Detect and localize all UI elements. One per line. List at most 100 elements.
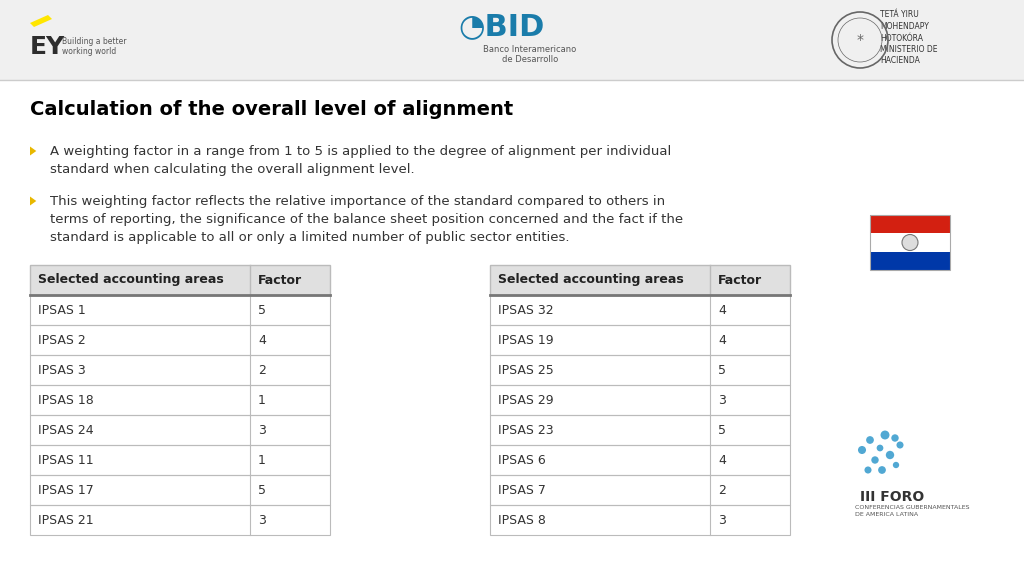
Bar	[30, 325, 330, 355]
Text: IPSAS 2: IPSAS 2	[38, 334, 86, 347]
Text: A weighting factor in a range from 1 to 5 is applied to the degree of alignment : A weighting factor in a range from 1 to …	[50, 145, 672, 158]
Bar	[870, 233, 950, 252]
Text: 5: 5	[718, 423, 726, 437]
Text: 5: 5	[258, 304, 266, 316]
Bar	[30, 505, 330, 535]
Bar	[30, 445, 330, 475]
Text: TETÁ YIRU
MOHENDAPY
HOTOKÓRA: TETÁ YIRU MOHENDAPY HOTOKÓRA	[880, 10, 929, 43]
Circle shape	[896, 441, 903, 449]
Text: IPSAS 19: IPSAS 19	[498, 334, 554, 347]
Bar	[490, 295, 790, 325]
Text: Selected accounting areas: Selected accounting areas	[38, 274, 224, 286]
Polygon shape	[30, 146, 36, 156]
Bar	[0, 0, 1024, 80]
Bar	[30, 505, 330, 535]
Text: IPSAS 7: IPSAS 7	[498, 483, 546, 497]
Circle shape	[871, 456, 879, 464]
Text: 5: 5	[718, 363, 726, 377]
Text: 1: 1	[258, 393, 266, 407]
Text: Building a better
working world: Building a better working world	[62, 37, 127, 56]
Bar	[490, 265, 790, 295]
Text: Banco Interamericano
de Desarrollo: Banco Interamericano de Desarrollo	[483, 45, 577, 65]
Bar	[490, 385, 790, 415]
Bar	[30, 475, 330, 505]
Bar	[30, 415, 330, 445]
Bar	[30, 325, 330, 355]
Text: IPSAS 24: IPSAS 24	[38, 423, 93, 437]
Text: IPSAS 29: IPSAS 29	[498, 393, 554, 407]
Bar	[490, 295, 790, 325]
Text: IPSAS 6: IPSAS 6	[498, 453, 546, 467]
Bar	[490, 265, 790, 295]
Circle shape	[893, 462, 899, 468]
Bar	[490, 445, 790, 475]
Text: 2: 2	[258, 363, 266, 377]
Text: *: *	[856, 33, 863, 47]
Text: IPSAS 17: IPSAS 17	[38, 483, 94, 497]
Text: IPSAS 32: IPSAS 32	[498, 304, 554, 316]
Bar	[490, 505, 790, 535]
Text: III FORO: III FORO	[860, 490, 925, 504]
Bar	[870, 252, 950, 270]
Circle shape	[858, 446, 866, 454]
Bar	[490, 325, 790, 355]
Bar	[870, 215, 950, 270]
Circle shape	[891, 434, 899, 442]
Text: Selected accounting areas: Selected accounting areas	[498, 274, 684, 286]
Text: standard when calculating the overall alignment level.: standard when calculating the overall al…	[50, 163, 415, 176]
Circle shape	[881, 430, 890, 439]
Bar	[30, 385, 330, 415]
Text: This weighting factor reflects the relative importance of the standard compared : This weighting factor reflects the relat…	[50, 195, 666, 208]
Bar	[490, 475, 790, 505]
Text: 3: 3	[258, 423, 266, 437]
Text: IPSAS 1: IPSAS 1	[38, 304, 86, 316]
Circle shape	[864, 467, 871, 473]
Polygon shape	[30, 196, 36, 206]
Bar	[30, 385, 330, 415]
Text: MINISTERIO DE
HACIENDA: MINISTERIO DE HACIENDA	[880, 45, 938, 65]
Bar	[30, 475, 330, 505]
Text: IPSAS 3: IPSAS 3	[38, 363, 86, 377]
Bar	[30, 295, 330, 325]
Text: CONFERENCIAS GUBERNAMENTALES
DE AMERICA LATINA: CONFERENCIAS GUBERNAMENTALES DE AMERICA …	[855, 505, 970, 517]
Bar	[490, 445, 790, 475]
Text: Factor: Factor	[718, 274, 762, 286]
Text: IPSAS 11: IPSAS 11	[38, 453, 93, 467]
Bar	[30, 265, 330, 295]
Text: IPSAS 21: IPSAS 21	[38, 513, 93, 526]
Text: IPSAS 23: IPSAS 23	[498, 423, 554, 437]
Bar	[30, 355, 330, 385]
Text: 4: 4	[258, 334, 266, 347]
Bar	[30, 415, 330, 445]
Text: IPSAS 8: IPSAS 8	[498, 513, 546, 526]
Bar	[490, 355, 790, 385]
Text: 5: 5	[258, 483, 266, 497]
Text: 4: 4	[718, 453, 726, 467]
Text: IPSAS 25: IPSAS 25	[498, 363, 554, 377]
Circle shape	[902, 234, 918, 251]
Text: Calculation of the overall level of alignment: Calculation of the overall level of alig…	[30, 100, 513, 119]
Bar	[30, 265, 330, 295]
Text: 2: 2	[718, 483, 726, 497]
Bar	[490, 475, 790, 505]
Text: terms of reporting, the significance of the balance sheet position concerned and: terms of reporting, the significance of …	[50, 213, 683, 226]
Bar	[490, 415, 790, 445]
Bar	[490, 325, 790, 355]
Bar	[490, 385, 790, 415]
Text: 3: 3	[718, 513, 726, 526]
Text: 3: 3	[258, 513, 266, 526]
Text: ◔BID: ◔BID	[459, 12, 545, 41]
Bar	[30, 355, 330, 385]
Text: 1: 1	[258, 453, 266, 467]
Circle shape	[877, 445, 884, 452]
Bar	[30, 295, 330, 325]
Text: standard is applicable to all or only a limited number of public sector entities: standard is applicable to all or only a …	[50, 231, 569, 244]
Text: IPSAS 18: IPSAS 18	[38, 393, 94, 407]
Text: Factor: Factor	[258, 274, 302, 286]
Polygon shape	[30, 15, 52, 27]
Circle shape	[886, 451, 894, 459]
Bar	[870, 215, 950, 233]
Text: EY: EY	[30, 35, 66, 59]
Circle shape	[866, 436, 873, 444]
Bar	[490, 505, 790, 535]
